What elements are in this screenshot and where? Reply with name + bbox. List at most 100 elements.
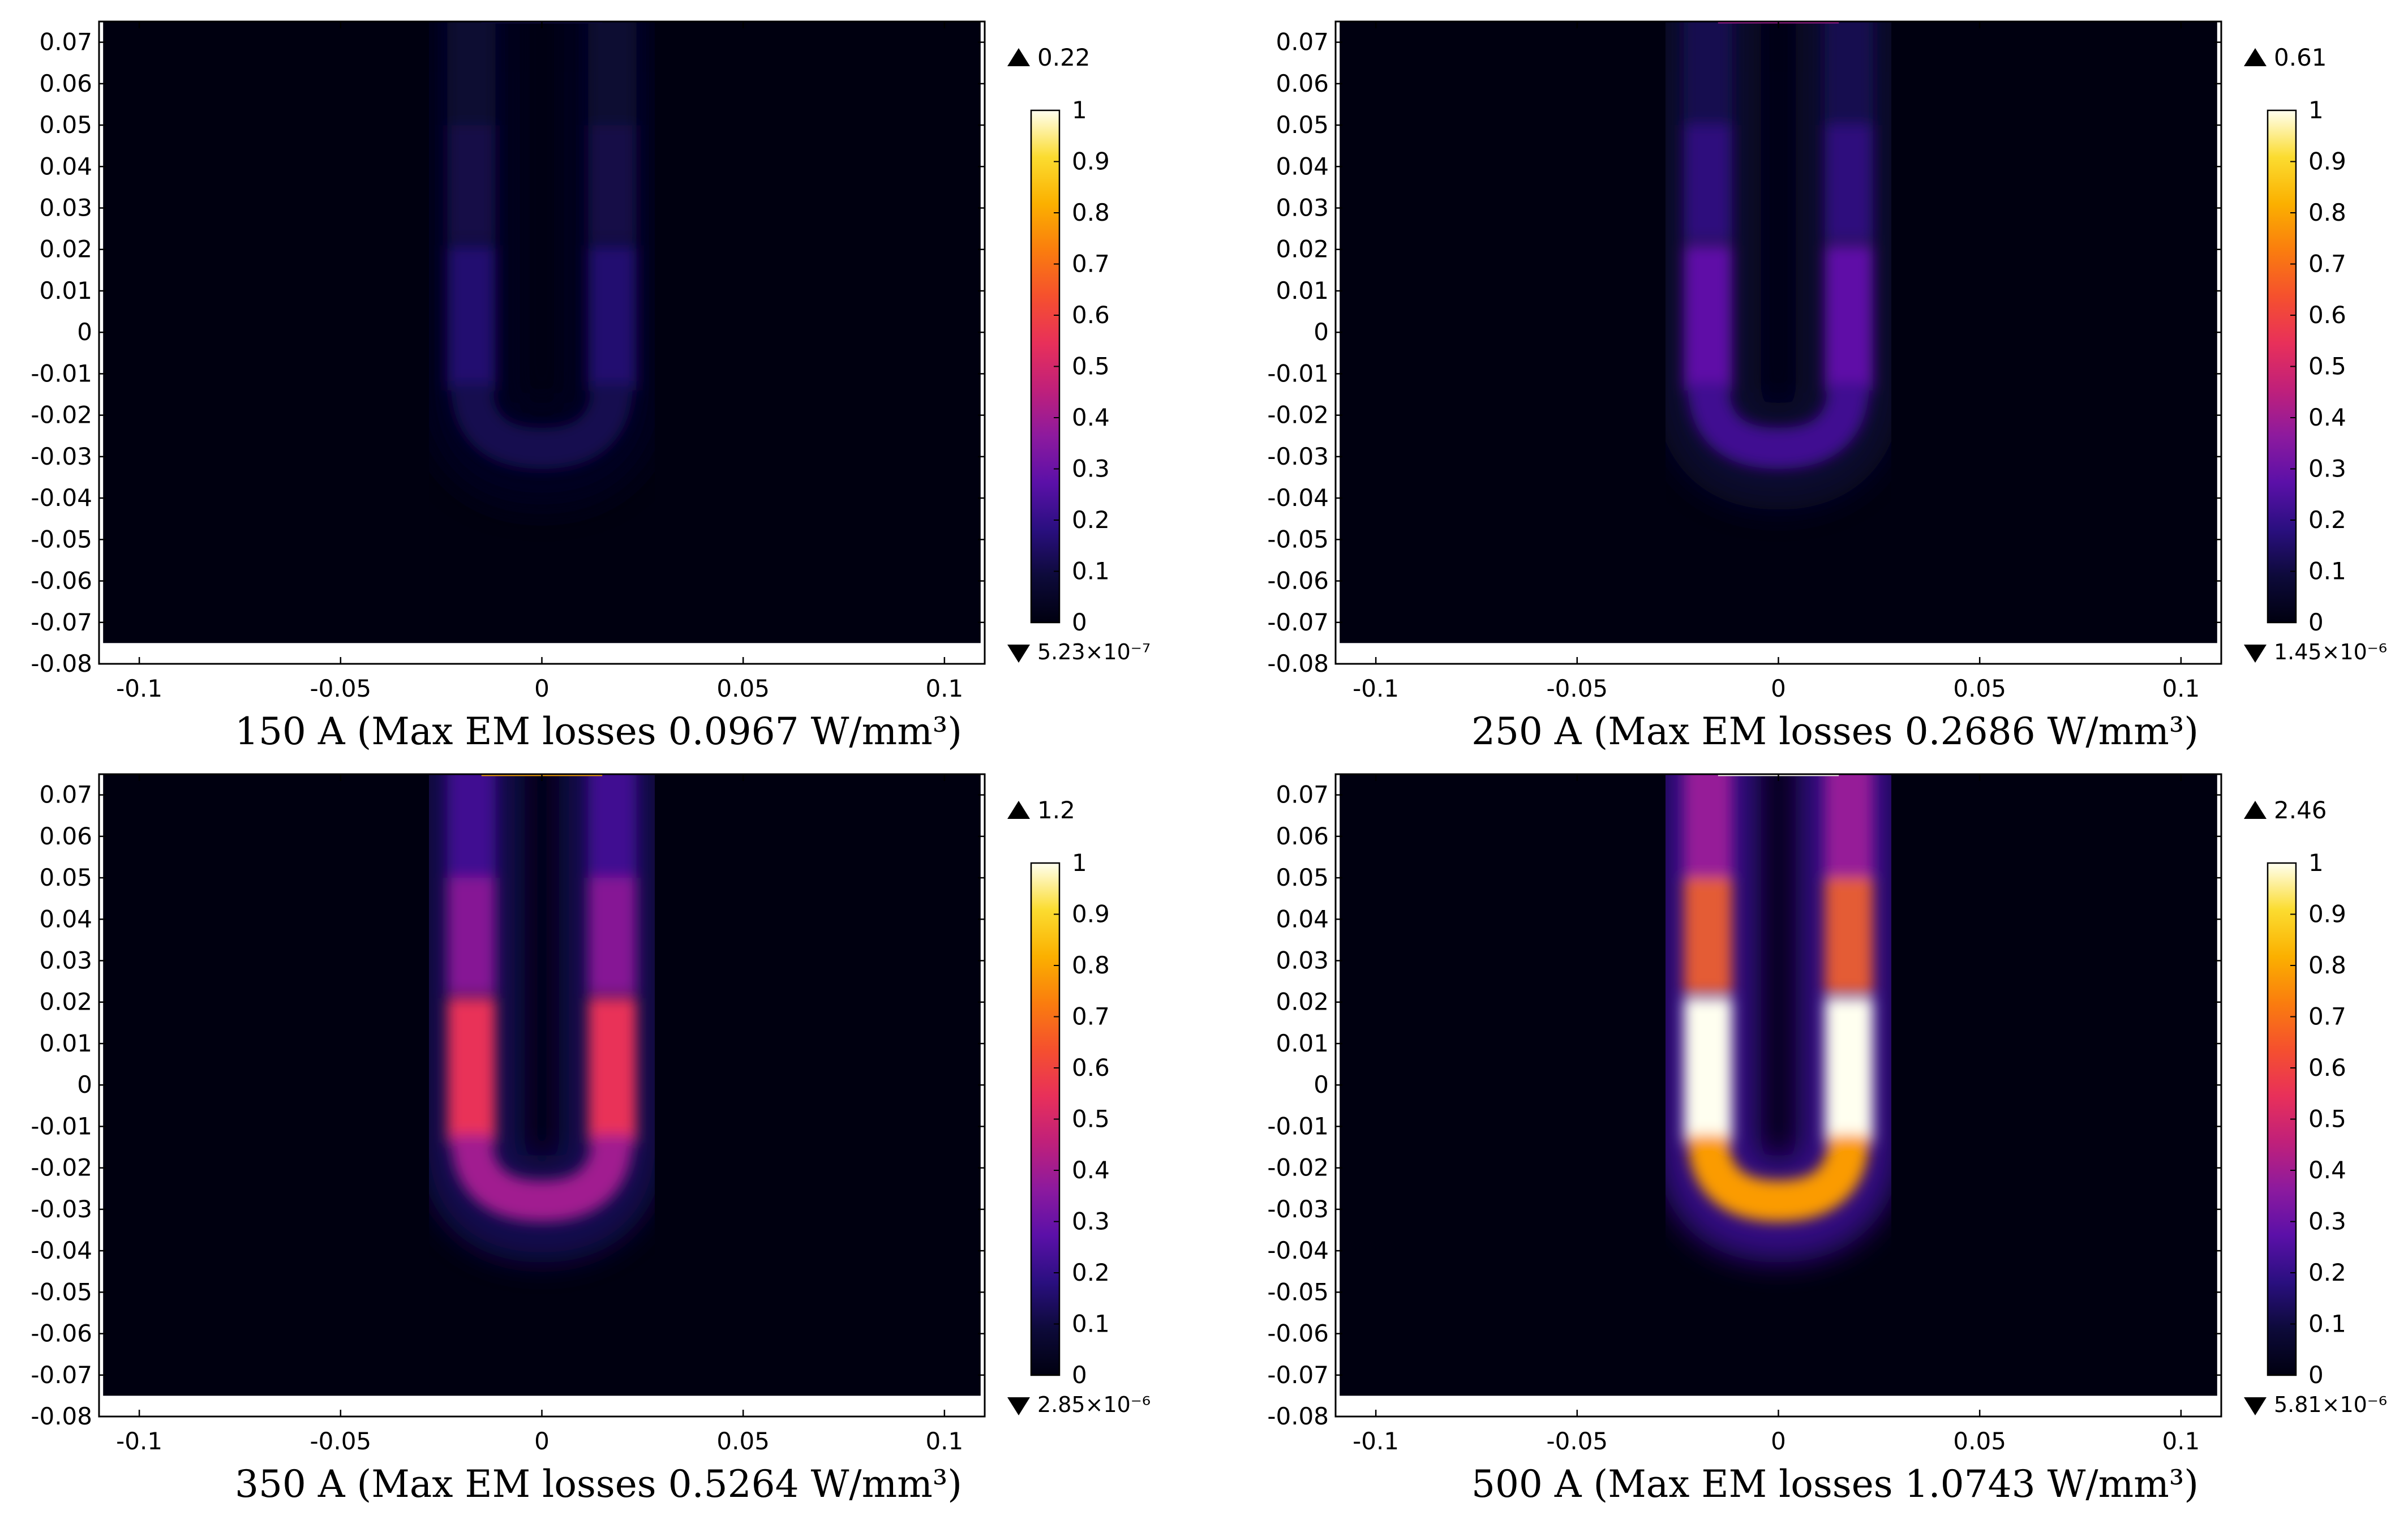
y-tick-label: -0.01 (1267, 359, 1329, 387)
heatmap-field (103, 774, 981, 1396)
x-tick-label: 0.1 (2162, 675, 2200, 702)
y-tick-label: -0.03 (1267, 443, 1329, 470)
x-tick-label: -0.1 (116, 675, 162, 702)
heatmap-background (103, 22, 981, 643)
panel-caption: 150 A (Max EM losses 0.0967 W/mm³) (235, 710, 962, 753)
panel-caption: 250 A (Max EM losses 0.2686 W/mm³) (1471, 710, 2199, 753)
colorbar-tick-label: 0.7 (1072, 250, 1110, 278)
colorbar-tick-label: 1 (1072, 849, 1087, 877)
colorbar-tick-label: 0.2 (1072, 1259, 1110, 1286)
lead-mid-glow (1825, 878, 1873, 994)
lead-mid-glow (588, 878, 637, 994)
y-tick-label: 0 (1314, 318, 1329, 346)
y-tick-label: -0.07 (1267, 1361, 1329, 1389)
colorbar-max-triangle-icon (2244, 801, 2267, 819)
x-tick-label: -0.05 (1546, 1427, 1608, 1455)
colorbar-tick-label: 0.9 (1072, 900, 1110, 928)
y-tick-label: 0.05 (39, 864, 92, 891)
y-tick-label: 0.02 (39, 235, 92, 263)
lead-mid-glow (447, 878, 496, 994)
x-tick-label: 0.1 (925, 1427, 963, 1455)
colorbar-tick-label: 0.4 (2308, 1156, 2346, 1184)
x-tick-label: -0.05 (310, 675, 371, 702)
y-tick-label: -0.08 (31, 650, 92, 677)
colorbar-tick-label: 0.5 (2308, 353, 2346, 380)
y-tick-label: 0.05 (1276, 111, 1329, 139)
y-tick-label: -0.04 (1267, 1237, 1329, 1264)
y-tick-label: 0.01 (39, 1029, 92, 1057)
y-tick-label: 0.03 (1276, 194, 1329, 222)
colorbar: 1 0.9 0.8 0.7 0.6 0.5 0.4 0.3 0.2 0.1 0 2.46 5.81×10… (2244, 796, 2387, 1417)
y-tick-label: -0.04 (1267, 484, 1329, 512)
x-tick-label: 0.1 (2162, 1427, 2200, 1455)
heatmap-background (103, 774, 981, 1396)
limb-lower (1825, 998, 1873, 1143)
panel-3: 0.07 0.06 0.05 0.04 0.03 0.02 0.01 0 -0.01 -0.02 -… (31, 773, 1151, 1506)
colorbar-min-triangle-icon (1007, 645, 1030, 663)
colorbar-tick-label: 0.2 (1072, 506, 1110, 534)
limb-lower (588, 998, 637, 1143)
limb-lower (1684, 998, 1732, 1143)
heatmap-background (1340, 774, 2217, 1396)
colorbar-tick-label: 0.7 (2308, 250, 2346, 278)
y-tick-label: 0.01 (1276, 277, 1329, 304)
y-tick-label: 0.02 (39, 988, 92, 1016)
colorbar-tick-label: 0.3 (1072, 455, 1110, 483)
colorbar-tick-label: 0.4 (2308, 404, 2346, 431)
y-tick-label: -0.06 (1267, 567, 1329, 595)
y-tick-label: 0.02 (1276, 235, 1329, 263)
limb-lower (1825, 245, 1873, 390)
field-core (447, 22, 637, 469)
colorbar-max-label: 1.2 (1037, 796, 1075, 824)
field-core (447, 774, 637, 1222)
u-bend (1687, 381, 1870, 469)
y-tick-label: 0.01 (1276, 1029, 1329, 1057)
y-tick-label: -0.07 (31, 608, 92, 636)
lead-mid-glow (1684, 125, 1732, 242)
y-tick-label: -0.08 (1267, 650, 1329, 677)
u-bend (1687, 1134, 1870, 1222)
y-tick-label: -0.05 (31, 525, 92, 553)
u-bend (450, 381, 633, 469)
colorbar-min-triangle-icon (1007, 1397, 1030, 1415)
y-tick-label: -0.03 (31, 1195, 92, 1223)
colorbar-tick-label: 0.2 (2308, 1259, 2346, 1286)
colorbar-max-triangle-icon (2244, 48, 2267, 66)
x-tick-label: -0.1 (116, 1427, 162, 1455)
x-tick-label: -0.1 (1353, 675, 1399, 702)
colorbar-tick-label: 0.8 (1072, 199, 1110, 226)
limb-lower (447, 245, 496, 390)
y-tick-label: 0.02 (1276, 988, 1329, 1016)
axes: 0.07 0.06 0.05 0.04 0.03 0.02 0.01 0 -0.01 -0.02 -… (1267, 20, 2222, 702)
panel-1: 0.07 0.06 0.05 0.04 0.03 0.02 0.01 0 -0.01 -0.02 -… (31, 20, 1151, 753)
colorbar-tick-label: 0.3 (2308, 1208, 2346, 1235)
y-tick-label: 0.04 (39, 905, 92, 933)
y-tick-label: 0.05 (1276, 864, 1329, 891)
colorbar-tick-label: 0.1 (2308, 557, 2346, 585)
colorbar-tick-label: 1 (1072, 96, 1087, 124)
colorbar-tick-label: 0.7 (1072, 1003, 1110, 1031)
colorbar-min-triangle-icon (2244, 1397, 2267, 1415)
y-tick-label: -0.07 (31, 1361, 92, 1389)
y-tick-label: 0.04 (1276, 905, 1329, 933)
y-tick-label: -0.06 (31, 1320, 92, 1347)
panel-caption: 350 A (Max EM losses 0.5264 W/mm³) (235, 1462, 962, 1506)
field-core (1684, 774, 1873, 1222)
colorbar-tick-label: 0.9 (2308, 148, 2346, 175)
lead-mid-glow (1825, 125, 1873, 242)
colorbar-tick-label: 0.3 (1072, 1208, 1110, 1235)
panel-4: 0.07 0.06 0.05 0.04 0.03 0.02 0.01 0 -0.01 -0.02 -… (1267, 773, 2387, 1506)
colorbar-min-label: 2.85×10⁻⁶ (1037, 1392, 1151, 1417)
colorbar-tick-label: 0.1 (1072, 1310, 1110, 1338)
x-tick-label: 0 (534, 675, 550, 702)
colorbar-max-label: 0.61 (2274, 44, 2327, 71)
y-tick-label: 0.03 (39, 947, 92, 975)
colorbar-tick-label: 0.6 (2308, 301, 2346, 329)
heatmap-field (1340, 22, 2217, 643)
limb-lower (447, 998, 496, 1143)
y-tick-label: -0.07 (1267, 608, 1329, 636)
y-tick-label: -0.06 (31, 567, 92, 595)
panel-2: 0.07 0.06 0.05 0.04 0.03 0.02 0.01 0 -0.01 -0.02 -… (1267, 20, 2387, 753)
colorbar-tick-label: 0.6 (1072, 1054, 1110, 1081)
